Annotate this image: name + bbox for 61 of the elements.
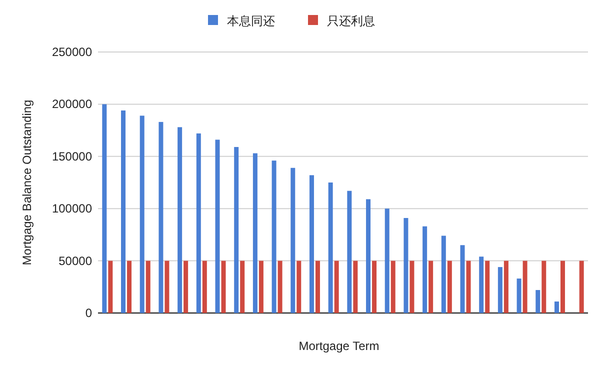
- bar: [296, 260, 302, 313]
- y-tick-label: 100000: [52, 202, 92, 216]
- bar: [202, 260, 207, 313]
- bar: [554, 302, 559, 313]
- y-tick-label: 150000: [52, 149, 92, 164]
- x-axis-title: Mortgage Term: [298, 339, 380, 353]
- y-tick-label: 0: [85, 306, 92, 320]
- bar: [536, 290, 540, 313]
- bar: [258, 260, 264, 313]
- bar: [516, 278, 522, 313]
- bar: [102, 104, 107, 313]
- bar: [252, 153, 258, 313]
- bar: [522, 260, 528, 313]
- bar: [309, 175, 314, 313]
- bar: [372, 260, 377, 313]
- bar: [290, 168, 296, 313]
- legend-label: 本息同还: [227, 14, 275, 28]
- bar: [410, 260, 414, 313]
- bar: [272, 160, 276, 313]
- bar: [146, 260, 150, 313]
- bar: [466, 260, 471, 313]
- bar: [579, 260, 584, 313]
- bar: [428, 260, 434, 313]
- bar: [178, 127, 182, 313]
- bar: [384, 208, 390, 313]
- bar: [542, 260, 546, 313]
- bar: [196, 133, 201, 313]
- bar: [328, 182, 333, 313]
- bar: [460, 245, 465, 313]
- y-tick-label: 200000: [52, 97, 92, 112]
- bar: [127, 260, 132, 313]
- bar: [353, 260, 358, 313]
- bar: [390, 260, 396, 313]
- bar: [158, 122, 164, 313]
- bar: [234, 147, 239, 313]
- bar: [164, 260, 170, 313]
- bar: [315, 260, 320, 313]
- bar: [404, 218, 408, 313]
- bar: [108, 260, 113, 313]
- bar: [334, 260, 339, 313]
- bar: [447, 260, 452, 313]
- bar: [498, 267, 502, 313]
- y-tick-label: 50000: [58, 254, 92, 268]
- bar: [485, 260, 490, 313]
- bar: [479, 256, 484, 313]
- bar: [504, 260, 508, 313]
- bar: [140, 116, 144, 313]
- bar: [240, 260, 245, 313]
- legend-label: 只还利息: [327, 14, 375, 28]
- bar: [121, 110, 126, 313]
- bar: [215, 140, 220, 313]
- bar: [221, 260, 226, 313]
- bar: [278, 260, 282, 313]
- bar: [422, 226, 428, 313]
- bar: [441, 236, 446, 313]
- y-axis-title: Mortgage Balance Outstanding: [20, 100, 34, 266]
- bar: [560, 260, 565, 313]
- bar: [347, 190, 352, 313]
- bar: [184, 260, 188, 313]
- y-tick-label: 250000: [52, 45, 92, 59]
- bar: [366, 199, 371, 313]
